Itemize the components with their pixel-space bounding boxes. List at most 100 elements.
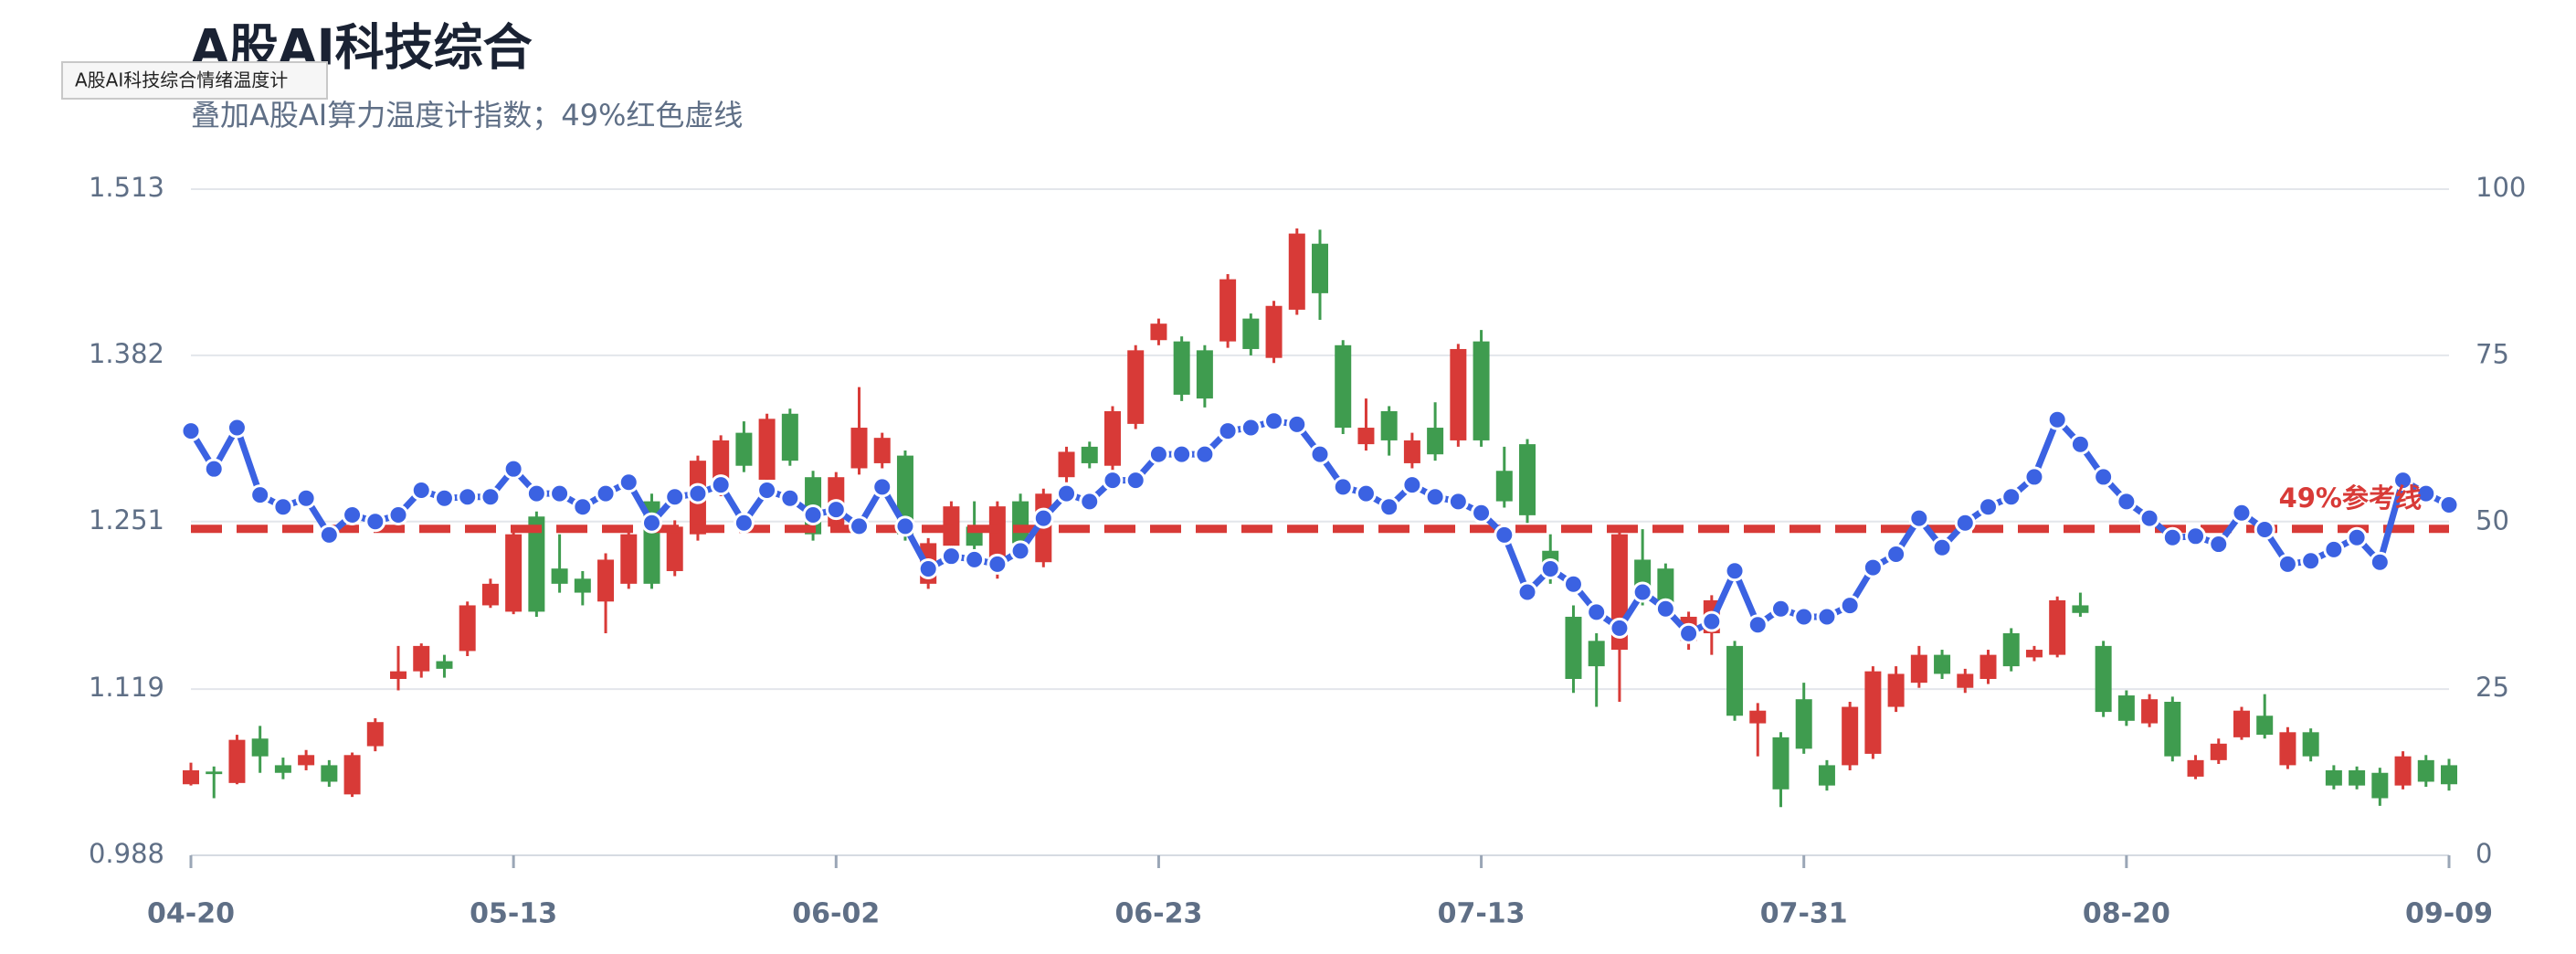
temperature-point (825, 499, 847, 521)
candle-body (1772, 737, 1789, 790)
y2-tick-label: 25 (2476, 672, 2509, 703)
candle-body (2233, 710, 2250, 737)
candle-body (1312, 243, 1328, 293)
x-tick-label: 04-20 (147, 898, 235, 930)
candle-body (1242, 318, 1260, 349)
candle-body (551, 568, 568, 584)
temperature-point (618, 472, 639, 493)
candle-body (274, 765, 291, 773)
candle-body (2025, 650, 2043, 658)
temperature-point (1609, 617, 1631, 639)
temperature-point (1793, 606, 1815, 628)
temperature-point (226, 417, 248, 439)
candle-body (1427, 428, 1444, 455)
candle-body (2141, 699, 2159, 724)
temperature-point (595, 482, 617, 504)
candle-body (1081, 446, 1098, 463)
candle-body (343, 755, 361, 795)
candle-body (1887, 673, 1905, 707)
y-tick-label: 1.251 (89, 504, 164, 535)
candle-body (1795, 699, 1812, 749)
temperature-point (1309, 443, 1331, 465)
temperature-point (2323, 538, 2345, 560)
temperature-point (1332, 476, 1354, 498)
temperature-point (1724, 560, 1746, 582)
temperature-point (2161, 526, 2183, 548)
temperature-point (2208, 534, 2230, 556)
x-tick-label: 08-20 (2083, 898, 2170, 930)
reference-label: 49%参考线 (2279, 482, 2422, 514)
temperature-point (1009, 540, 1031, 562)
candle-body (2117, 695, 2135, 721)
temperature-point (710, 474, 732, 496)
temperature-point (2300, 550, 2322, 572)
candle-body (1864, 671, 1882, 754)
temperature-point (1931, 536, 1953, 558)
candle-body (2325, 769, 2342, 786)
y-tick-label: 1.382 (89, 338, 164, 369)
temperature-point (1678, 622, 1700, 644)
temperature-point (1586, 601, 1608, 623)
temperature-point (1147, 443, 1169, 465)
temperature-point (1908, 507, 1930, 529)
candle-body (620, 534, 638, 584)
x-tick-label: 06-23 (1114, 898, 1202, 930)
candle-body (1288, 233, 1305, 310)
candle-body (2210, 743, 2227, 760)
temperature-point (203, 458, 225, 480)
candle-body (1565, 616, 1582, 679)
candle-body (1265, 305, 1283, 358)
candle-body (1173, 341, 1190, 395)
candle-body (2002, 633, 2020, 667)
temperature-point (2231, 502, 2253, 524)
temperature-point (502, 458, 524, 480)
candle-body (2349, 769, 2366, 786)
candle-body (528, 516, 545, 612)
y-tick-label: 0.988 (89, 838, 164, 869)
temperature-point (779, 487, 801, 509)
temperature-point (457, 486, 479, 508)
temperature-point (2415, 482, 2437, 504)
candle-body (390, 671, 407, 679)
candle-body (1403, 440, 1420, 463)
temperature-point (940, 546, 962, 567)
candle-body (1058, 451, 1075, 478)
temperature-point (2093, 466, 2115, 488)
temperature-point (1378, 496, 1400, 518)
candle-body (1934, 654, 1951, 674)
candle-body (2256, 716, 2274, 736)
temperature-point (1194, 443, 1216, 465)
candle-body (781, 413, 798, 461)
candle-body (2187, 759, 2204, 777)
candle-body (1818, 765, 1835, 786)
candle-body (2164, 701, 2181, 757)
temperature-point (1978, 496, 2000, 518)
temperature-point (180, 420, 202, 442)
temperature-point (687, 482, 709, 504)
candle-body (1335, 344, 1352, 429)
candle-body (1473, 341, 1490, 440)
temperature-point (1954, 512, 1976, 534)
temperature-point (849, 515, 871, 537)
candle-body (574, 578, 591, 593)
candle-body (1957, 673, 1974, 688)
temperature-point (1102, 470, 1124, 492)
temperature-point (1769, 598, 1791, 620)
temperature-point (387, 504, 409, 525)
candle-body (2417, 759, 2434, 782)
candle-body (1127, 350, 1145, 424)
temperature-point (1171, 443, 1193, 465)
temperature-point (640, 512, 662, 534)
temperature-point (2392, 470, 2414, 492)
temperature-point (1217, 420, 1239, 442)
temperature-point (802, 504, 824, 525)
candle-body (1588, 641, 1605, 667)
temperature-point (1471, 502, 1493, 524)
temperature-point (410, 480, 432, 502)
candle-body (2279, 732, 2296, 766)
temperature-point (2046, 408, 2068, 430)
temperature-point (1539, 558, 1561, 580)
y2-tick-label: 75 (2476, 338, 2509, 369)
temperature-point (1124, 470, 1146, 492)
y2-tick-label: 0 (2476, 838, 2492, 869)
